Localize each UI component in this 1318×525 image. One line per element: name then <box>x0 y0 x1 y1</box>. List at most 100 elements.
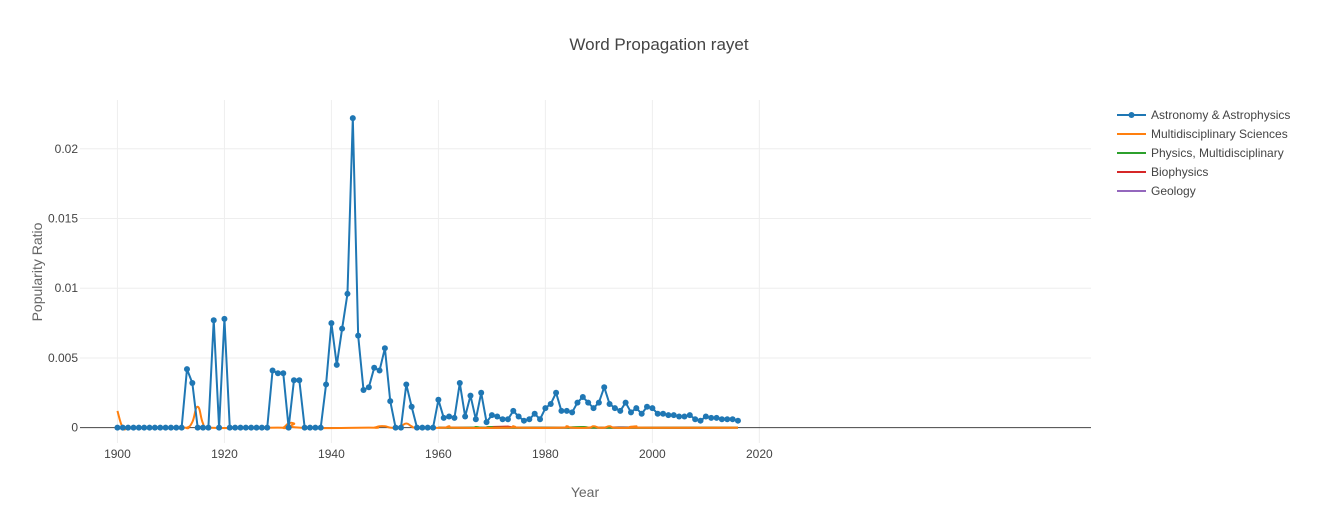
data-point[interactable] <box>499 416 506 423</box>
data-point[interactable] <box>553 389 560 396</box>
data-point[interactable] <box>200 424 207 431</box>
data-point[interactable] <box>547 400 554 407</box>
data-point[interactable] <box>387 398 394 405</box>
data-point[interactable] <box>114 424 121 431</box>
data-point[interactable] <box>595 399 602 406</box>
data-point[interactable] <box>676 413 683 420</box>
data-point[interactable] <box>269 367 276 374</box>
data-point[interactable] <box>531 410 538 417</box>
data-point[interactable] <box>611 405 618 412</box>
data-point[interactable] <box>414 424 420 431</box>
data-point[interactable] <box>467 392 474 399</box>
legend-item[interactable]: Multidisciplinary Sciences <box>1117 127 1288 141</box>
data-point[interactable] <box>644 403 651 410</box>
data-point[interactable] <box>585 399 592 406</box>
data-point[interactable] <box>670 412 677 419</box>
data-point[interactable] <box>146 424 153 431</box>
data-point[interactable] <box>633 405 640 412</box>
data-point[interactable] <box>151 424 158 431</box>
data-point[interactable] <box>237 424 244 431</box>
data-point[interactable] <box>194 424 201 431</box>
data-point[interactable] <box>601 384 608 391</box>
data-point[interactable] <box>301 424 308 431</box>
data-point[interactable] <box>606 400 613 407</box>
data-point[interactable] <box>323 381 330 388</box>
data-point[interactable] <box>430 424 437 431</box>
data-point[interactable] <box>569 409 576 416</box>
data-point[interactable] <box>446 413 453 420</box>
data-point[interactable] <box>456 380 463 387</box>
data-point[interactable] <box>253 424 260 431</box>
data-point[interactable] <box>408 403 415 410</box>
data-point[interactable] <box>590 405 597 412</box>
data-point[interactable] <box>376 367 383 374</box>
data-point[interactable] <box>312 424 319 431</box>
data-point[interactable] <box>574 399 581 406</box>
data-point[interactable] <box>681 413 688 420</box>
data-point[interactable] <box>242 424 249 431</box>
data-point[interactable] <box>440 414 447 421</box>
legend-item[interactable]: Geology <box>1117 184 1196 198</box>
data-point[interactable] <box>734 417 741 424</box>
data-point[interactable] <box>713 414 720 421</box>
data-point[interactable] <box>665 412 672 419</box>
data-point[interactable] <box>563 407 570 414</box>
data-point[interactable] <box>167 424 174 431</box>
data-point[interactable] <box>339 325 346 332</box>
data-point[interactable] <box>686 412 693 419</box>
data-point[interactable] <box>333 361 340 368</box>
data-point[interactable] <box>264 424 271 431</box>
data-point[interactable] <box>488 412 495 419</box>
data-point[interactable] <box>221 315 228 322</box>
data-point[interactable] <box>162 424 169 431</box>
data-point[interactable] <box>205 424 212 431</box>
data-point[interactable] <box>349 115 356 122</box>
data-point[interactable] <box>216 424 223 431</box>
data-point[interactable] <box>125 424 132 431</box>
data-point[interactable] <box>638 410 645 417</box>
data-point[interactable] <box>515 413 522 420</box>
data-point[interactable] <box>157 424 164 431</box>
data-point[interactable] <box>355 332 362 339</box>
data-point[interactable] <box>290 377 297 384</box>
data-point[interactable] <box>579 393 586 400</box>
data-point[interactable] <box>285 424 292 431</box>
data-point[interactable] <box>226 424 233 431</box>
data-point[interactable] <box>697 417 704 424</box>
data-point[interactable] <box>371 364 378 371</box>
data-point[interactable] <box>381 345 388 352</box>
data-point[interactable] <box>537 416 544 423</box>
data-point[interactable] <box>542 405 549 412</box>
data-point[interactable] <box>419 424 426 431</box>
legend-item[interactable]: Astronomy & Astrophysics <box>1117 108 1290 122</box>
data-point[interactable] <box>307 424 314 431</box>
data-point[interactable] <box>478 389 485 396</box>
data-point[interactable] <box>392 424 399 431</box>
data-point[interactable] <box>210 317 217 324</box>
data-point[interactable] <box>189 380 196 387</box>
data-point[interactable] <box>424 424 431 431</box>
data-point[interactable] <box>451 414 458 421</box>
data-point[interactable] <box>360 387 367 394</box>
data-point[interactable] <box>130 424 137 431</box>
data-point[interactable] <box>403 381 410 388</box>
legend-item[interactable]: Biophysics <box>1117 165 1208 179</box>
data-point[interactable] <box>660 410 667 417</box>
data-point[interactable] <box>328 320 335 327</box>
data-point[interactable] <box>365 384 372 391</box>
data-point[interactable] <box>702 413 709 420</box>
data-point[interactable] <box>472 416 479 423</box>
data-point[interactable] <box>344 290 351 297</box>
data-point[interactable] <box>435 396 442 403</box>
data-point[interactable] <box>397 424 404 431</box>
data-point[interactable] <box>510 407 517 414</box>
data-point[interactable] <box>617 407 624 414</box>
data-point[interactable] <box>258 424 265 431</box>
data-point[interactable] <box>526 416 533 423</box>
data-point[interactable] <box>274 370 281 377</box>
data-point[interactable] <box>654 410 661 417</box>
data-point[interactable] <box>317 424 324 431</box>
data-point[interactable] <box>232 424 239 431</box>
data-point[interactable] <box>248 424 255 431</box>
data-point[interactable] <box>280 370 287 377</box>
